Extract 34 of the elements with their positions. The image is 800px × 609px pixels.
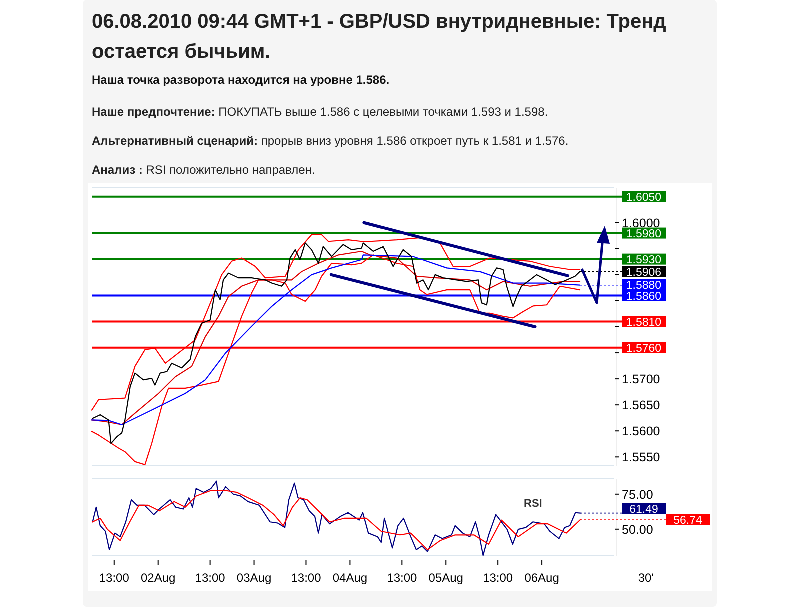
x-tick-label: 04Aug — [332, 571, 368, 585]
text: Наше предпочтение: ПОКУПАТЬ выше 1.586 с целевыми точками 1.593 и 1.598. — [92, 105, 548, 119]
y-tick-label: 75.00 — [622, 488, 654, 502]
data-label: 1.5880 — [626, 280, 662, 292]
ref-line-label: 1.5860 — [626, 290, 662, 303]
text: Альтернативный сценарий: прорыв вниз уровня 1.586 откроет путь к 1.581 и 1.576. — [92, 134, 569, 148]
x-tick-label: 13:00 — [291, 571, 322, 585]
x-tick-label: 03Aug — [236, 571, 272, 585]
data-label: 1.5906 — [626, 266, 662, 279]
x-tick-label: 13:00 — [387, 571, 418, 585]
x-tick-label: 02Aug — [141, 571, 176, 585]
x-tick-label: 13:00 — [99, 571, 130, 585]
text: 30' — [638, 571, 654, 585]
x-tick-label: 05Aug — [428, 571, 464, 585]
ref-line-label: 1.5810 — [626, 316, 662, 329]
ref-line-label: 1.5930 — [626, 254, 662, 266]
text: Анализ : RSI положительно направлен. — [92, 163, 316, 177]
ref-line-label: 1.5760 — [626, 342, 662, 355]
y-tick-label: 1.6000 — [622, 216, 660, 230]
data-label: 61.49 — [630, 504, 658, 516]
data-label: 56.74 — [674, 514, 703, 527]
ref-line-label: 1.5980 — [626, 228, 662, 240]
y-tick-label: 1.5550 — [622, 450, 660, 465]
x-tick-label: 13:00 — [483, 571, 514, 585]
y-tick-label: 1.5700 — [622, 372, 660, 387]
y-tick-label: 1.5600 — [622, 424, 660, 439]
chart-title: 06.08.2010 09:44 GMT+1 - GBP/USD внутридневные: Тренд остается бычьим. — [92, 11, 667, 63]
y-tick-label: 1.5650 — [622, 398, 660, 413]
y-tick-label: 50.00 — [622, 522, 654, 537]
series-label: RSI — [524, 498, 542, 510]
chart-subtitle: Наша точка разворота находится на уровне 1.586. — [92, 73, 390, 87]
x-tick-label: 06Aug — [524, 571, 560, 585]
x-tick-label: 13:00 — [195, 571, 226, 585]
ref-line-label: 1.6050 — [626, 192, 662, 204]
